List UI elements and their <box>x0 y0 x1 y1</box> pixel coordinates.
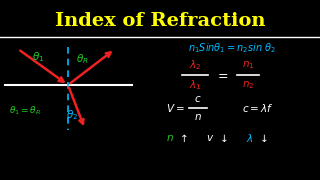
Text: $=$: $=$ <box>215 69 229 82</box>
Text: $n_1 Sin\theta_1 = n_2 sin\ \theta_2$: $n_1 Sin\theta_1 = n_2 sin\ \theta_2$ <box>188 41 276 55</box>
Text: $\theta_R$: $\theta_R$ <box>76 52 88 66</box>
Text: $\downarrow$: $\downarrow$ <box>217 132 227 143</box>
Text: $c$: $c$ <box>194 94 202 104</box>
Text: $\downarrow$: $\downarrow$ <box>257 132 267 143</box>
Text: $v$: $v$ <box>206 133 214 143</box>
Text: Index of Refraction: Index of Refraction <box>55 12 265 30</box>
Text: $n$: $n$ <box>194 112 202 122</box>
Text: $n_1$: $n_1$ <box>242 59 254 71</box>
Text: $\uparrow$: $\uparrow$ <box>177 132 187 144</box>
Text: $c = \lambda f$: $c = \lambda f$ <box>242 102 274 114</box>
Text: $\lambda_1$: $\lambda_1$ <box>189 78 201 92</box>
Text: $n$: $n$ <box>166 133 174 143</box>
Text: $n_2$: $n_2$ <box>242 79 254 91</box>
Text: $\theta_1$: $\theta_1$ <box>32 50 44 64</box>
Text: $\theta_2$: $\theta_2$ <box>66 108 78 122</box>
Text: $\lambda$: $\lambda$ <box>246 132 254 144</box>
Text: $\lambda_2$: $\lambda_2$ <box>189 58 201 72</box>
Text: $V = $: $V = $ <box>166 102 184 114</box>
Text: $\theta_1 = \theta_R$: $\theta_1 = \theta_R$ <box>9 105 41 117</box>
